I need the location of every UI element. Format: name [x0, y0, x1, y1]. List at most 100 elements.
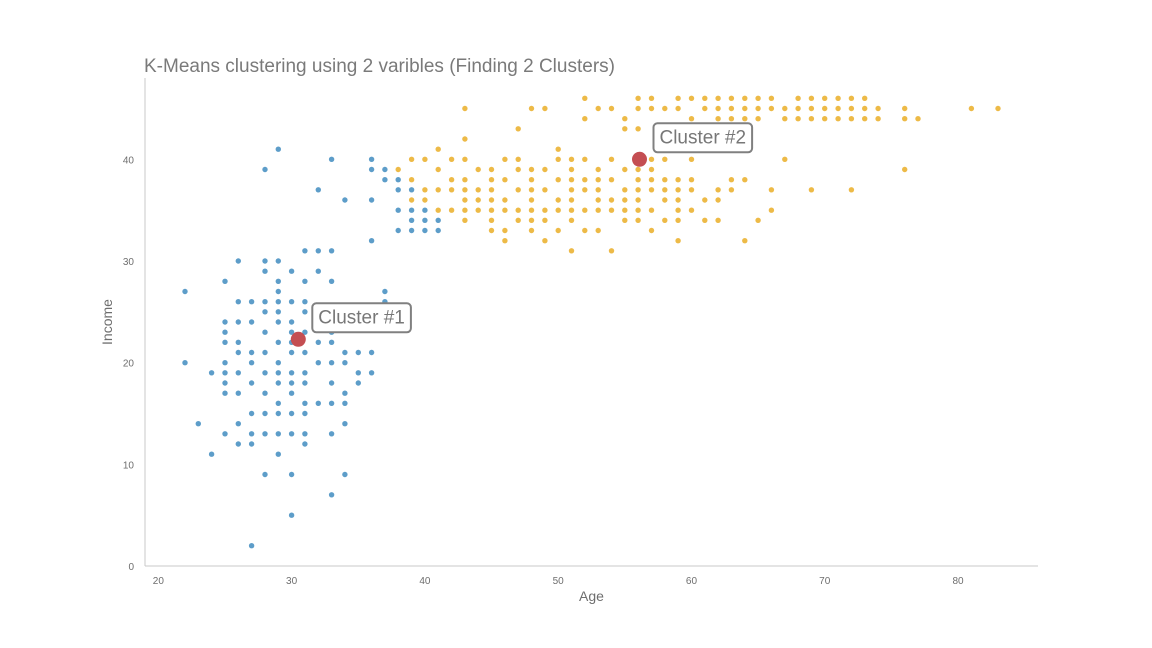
scatter-point-1 [275, 258, 281, 264]
scatter-point-2 [862, 95, 868, 102]
scatter-point-1 [315, 248, 321, 254]
scatter-point-2 [568, 248, 575, 254]
scatter-point-1 [408, 207, 415, 213]
x-tick-label: 60 [686, 576, 698, 587]
scatter-point-2 [835, 105, 841, 112]
scatter-point-2 [862, 105, 868, 112]
scatter-point-1 [208, 451, 215, 457]
scatter-point-2 [755, 217, 761, 223]
scatter-point-2 [662, 217, 668, 223]
scatter-point-2 [808, 95, 815, 102]
scatter-point-1 [288, 512, 295, 518]
scatter-point-2 [462, 217, 468, 223]
scatter-point-1 [395, 177, 401, 183]
scatter-point-2 [635, 166, 641, 173]
scatter-point-2 [408, 177, 415, 183]
scatter-point-1 [235, 441, 241, 447]
scatter-point-1 [302, 380, 308, 386]
scatter-point-2 [848, 116, 855, 122]
scatter-point-2 [635, 105, 641, 112]
scatter-point-1 [342, 471, 348, 478]
scatter-point-1 [368, 238, 375, 244]
scatter-point-1 [328, 156, 335, 162]
x-tick-label: 80 [952, 576, 964, 587]
scatter-point-1 [235, 319, 241, 325]
scatter-point-2 [408, 197, 415, 203]
scatter-point-1 [235, 339, 241, 345]
scatter-point-2 [448, 187, 455, 193]
scatter-point-1 [302, 309, 308, 315]
scatter-point-2 [542, 187, 548, 193]
scatter-point-1 [248, 410, 255, 417]
scatter-point-1 [195, 421, 201, 427]
scatter-point-2 [755, 105, 761, 112]
scatter-point-1 [275, 299, 281, 305]
scatter-point-1 [342, 197, 348, 203]
scatter-point-2 [688, 177, 695, 183]
scatter-point-2 [755, 116, 761, 122]
scatter-point-2 [715, 105, 721, 112]
scatter-point-2 [502, 207, 508, 213]
scatter-point-2 [528, 105, 535, 112]
scatter-point-2 [715, 116, 721, 122]
scatter-point-2 [675, 177, 681, 183]
scatter-point-1 [328, 492, 335, 498]
scatter-point-1 [382, 177, 388, 183]
scatter-point-1 [288, 471, 295, 478]
scatter-point-2 [662, 177, 668, 183]
scatter-point-1 [342, 400, 348, 406]
scatter-point-2 [622, 207, 628, 213]
x-tick-label: 20 [153, 576, 165, 587]
scatter-point-1 [222, 431, 228, 437]
scatter-point-1 [422, 207, 428, 213]
scatter-point-1 [262, 258, 268, 264]
scatter-point-1 [302, 329, 308, 335]
scatter-point-2 [568, 207, 575, 213]
scatter-point-2 [768, 95, 775, 102]
scatter-point-2 [555, 197, 561, 203]
scatter-point-2 [448, 207, 455, 213]
x-tick-label: 70 [819, 576, 831, 587]
scatter-point-2 [475, 166, 481, 173]
scatter-point-2 [502, 227, 508, 234]
scatter-point-1 [235, 299, 241, 305]
x-axis-label: Age [579, 588, 604, 604]
scatter-point-1 [222, 278, 228, 284]
scatter-point-1 [302, 248, 308, 254]
scatter-point-2 [582, 227, 588, 234]
scatter-point-1 [368, 197, 375, 203]
scatter-point-2 [555, 156, 561, 162]
scatter-point-1 [395, 187, 401, 193]
scatter-point-1 [288, 431, 295, 437]
scatter-point-2 [635, 207, 641, 213]
scatter-point-2 [648, 177, 655, 183]
x-tick-label: 30 [286, 576, 298, 587]
scatter-point-2 [435, 146, 441, 152]
scatter-point-2 [475, 197, 481, 203]
scatter-point-1 [368, 349, 375, 356]
scatter-point-2 [768, 187, 775, 193]
scatter-point-1 [315, 400, 321, 406]
scatter-point-2 [555, 207, 561, 213]
scatter-point-1 [262, 268, 268, 274]
scatter-point-2 [542, 217, 548, 223]
scatter-point-2 [635, 126, 641, 132]
scatter-point-2 [475, 187, 481, 193]
scatter-point-1 [222, 380, 228, 386]
scatter-point-2 [848, 105, 855, 112]
scatter-point-2 [848, 95, 855, 102]
scatter-point-2 [582, 116, 588, 122]
scatter-point-1 [328, 431, 335, 437]
scatter-point-2 [488, 187, 495, 193]
scatter-point-2 [822, 116, 828, 122]
scatter-point-2 [782, 156, 788, 162]
scatter-point-1 [222, 370, 228, 376]
scatter-point-1 [328, 400, 335, 406]
scatter-point-1 [275, 278, 281, 284]
scatter-point-2 [595, 187, 601, 193]
scatter-point-1 [222, 360, 228, 366]
scatter-point-2 [622, 126, 628, 132]
scatter-point-1 [288, 299, 295, 305]
scatter-point-2 [968, 105, 975, 112]
scatter-point-2 [635, 187, 641, 193]
